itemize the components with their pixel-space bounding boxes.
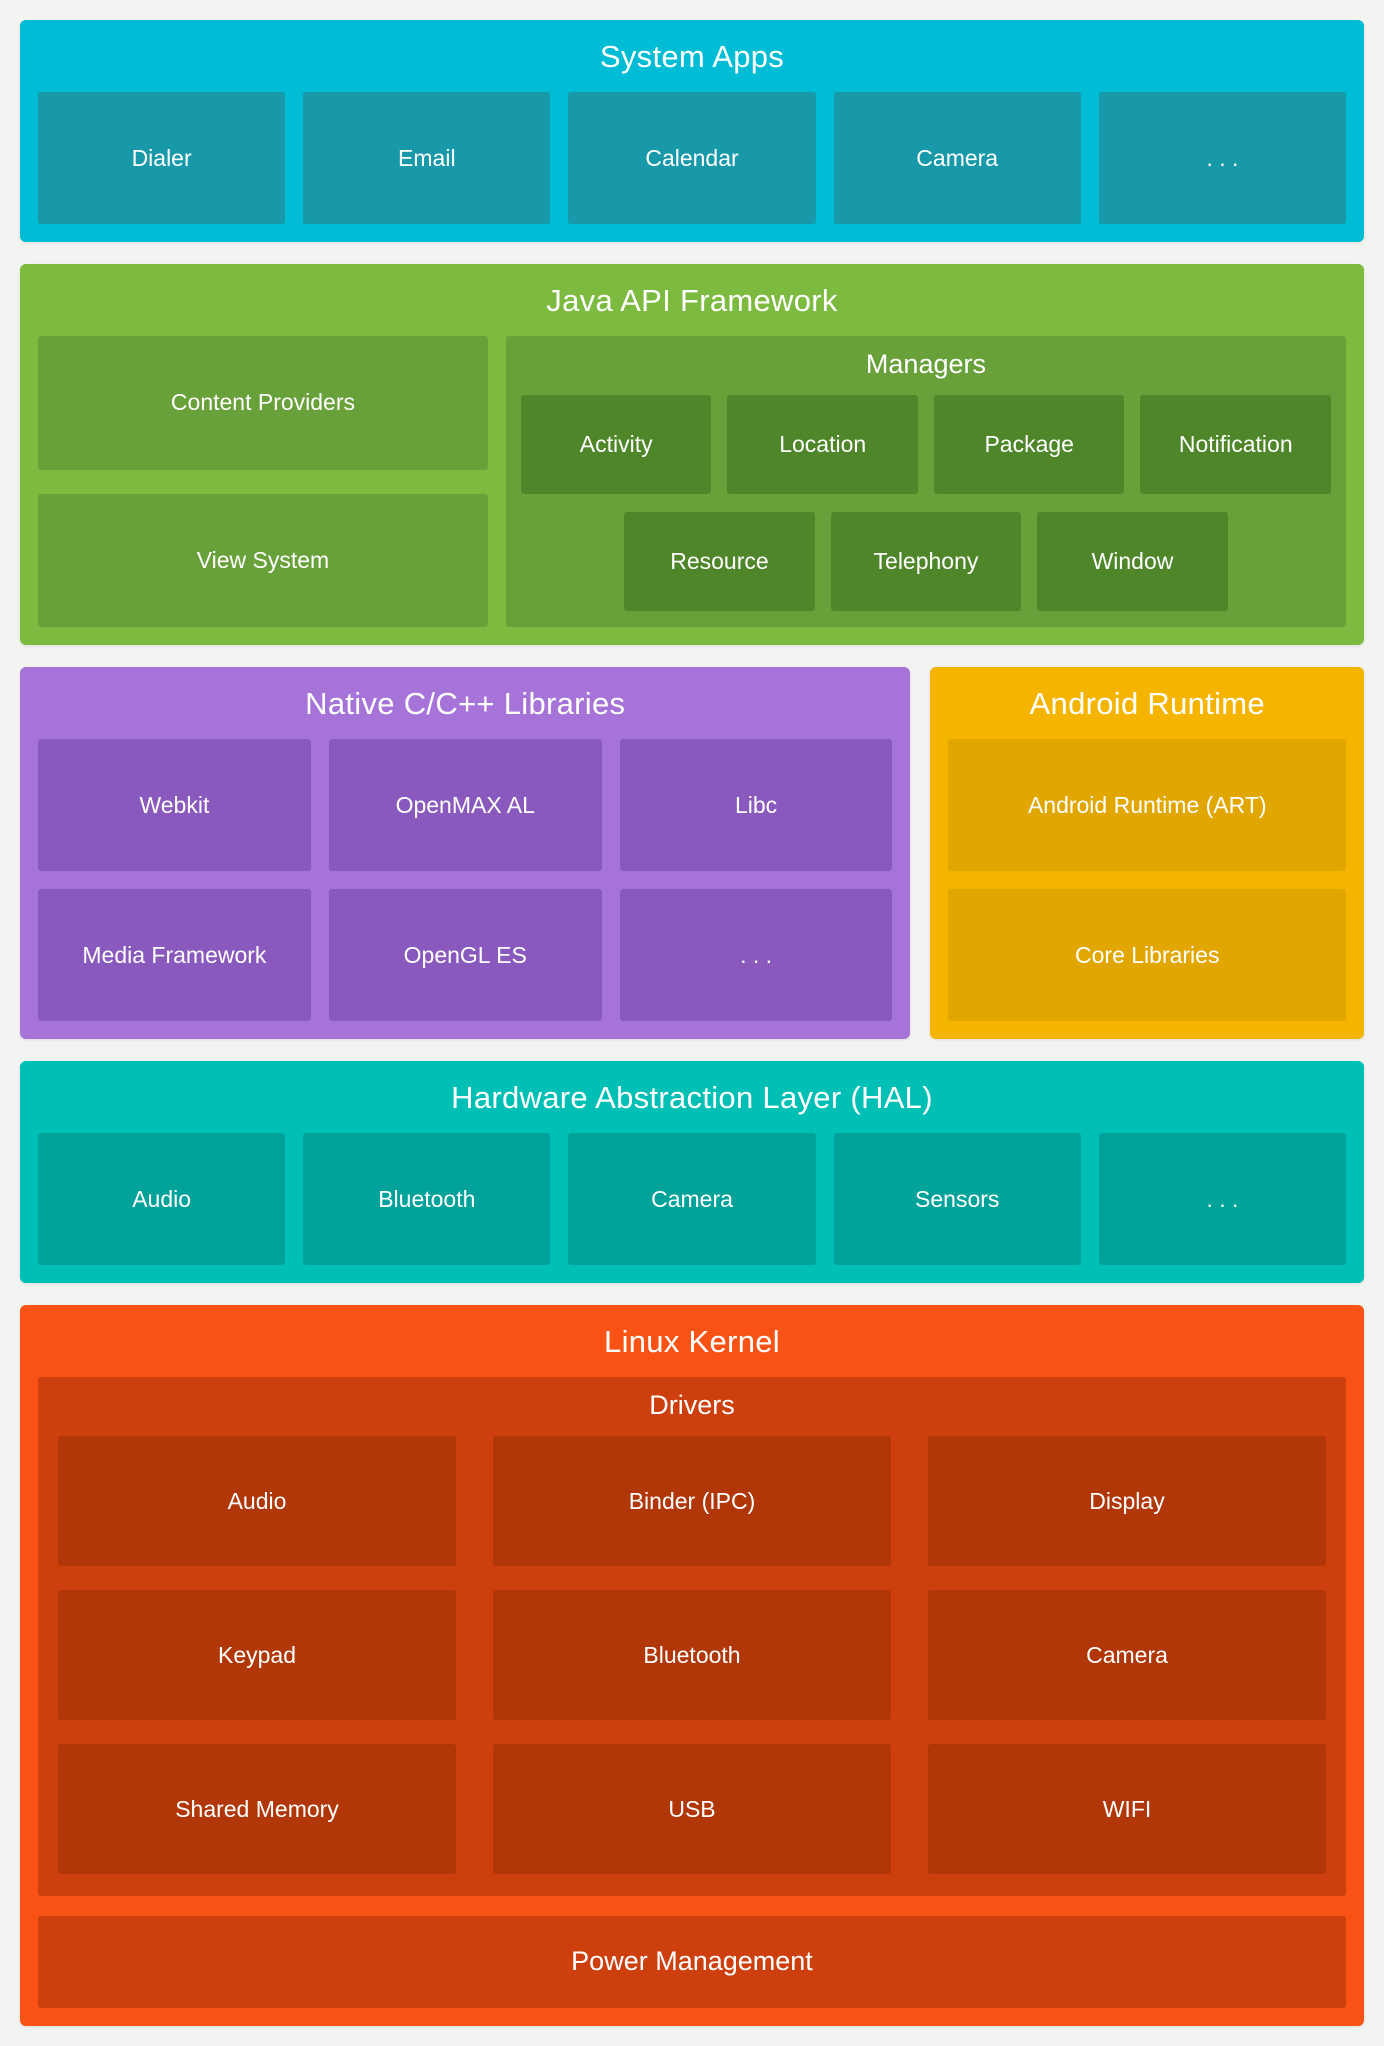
- view-system-box: View System: [38, 493, 488, 627]
- drivers-title: Drivers: [649, 1390, 735, 1420]
- native-box-webkit: Webkit: [38, 739, 311, 871]
- hal-box-ellipsis: . . .: [1098, 1133, 1347, 1265]
- power-management-box: Power Management: [38, 1916, 1346, 2008]
- drivers-rows: Audio Binder (IPC) Display Keypad Blueto…: [58, 1436, 1326, 1874]
- native-libraries-band: Native C/C++ Libraries Webkit OpenMAX AL…: [20, 667, 911, 1039]
- native-libraries-row-2: Media Framework OpenGL ES . . .: [38, 889, 893, 1021]
- native-box-opengl-es: OpenGL ES: [328, 889, 602, 1021]
- android-runtime-title: Android Runtime: [1029, 686, 1265, 721]
- manager-box-resource: Resource: [624, 512, 815, 611]
- managers-row-1: Activity Location Package Notification: [520, 395, 1331, 494]
- system-apps-title: System Apps: [599, 39, 785, 74]
- hal-band: Hardware Abstraction Layer (HAL) Audio B…: [20, 1061, 1364, 1283]
- native-box-media-framework: Media Framework: [38, 889, 311, 1021]
- java-api-framework-title: Java API Framework: [546, 283, 838, 318]
- system-apps-band: System Apps Dialer Email Calendar Camera…: [20, 20, 1364, 242]
- system-app-box-camera: Camera: [833, 92, 1081, 224]
- hal-row: Audio Bluetooth Camera Sensors . . .: [38, 1133, 1347, 1265]
- runtime-box-art: Android Runtime (ART): [948, 739, 1347, 871]
- driver-box-keypad: Keypad: [58, 1590, 456, 1720]
- driver-box-shared-memory: Shared Memory: [58, 1744, 456, 1874]
- java-api-left-column: Content Providers View System: [38, 336, 488, 627]
- drivers-row-1: Audio Binder (IPC) Display: [58, 1436, 1326, 1566]
- driver-box-wifi: WIFI: [928, 1744, 1326, 1874]
- manager-box-activity: Activity: [520, 395, 712, 494]
- manager-box-package: Package: [933, 395, 1125, 494]
- native-box-openmax-al: OpenMAX AL: [328, 739, 602, 871]
- driver-box-usb: USB: [493, 1744, 891, 1874]
- native-libraries-title: Native C/C++ Libraries: [305, 686, 626, 721]
- system-app-box-ellipsis: . . .: [1098, 92, 1347, 224]
- drivers-container: Drivers Audio Binder (IPC) Display Keypa…: [38, 1377, 1346, 1896]
- linux-kernel-band: Linux Kernel Drivers Audio Binder (IPC) …: [20, 1305, 1364, 2026]
- manager-box-telephony: Telephony: [830, 512, 1022, 611]
- managers-title: Managers: [865, 349, 986, 379]
- system-app-box-dialer: Dialer: [38, 92, 286, 224]
- system-apps-row: Dialer Email Calendar Camera . . .: [38, 92, 1347, 224]
- system-app-box-email: Email: [303, 92, 551, 224]
- manager-box-location: Location: [727, 395, 918, 494]
- hal-box-camera: Camera: [568, 1133, 816, 1265]
- hal-box-audio: Audio: [38, 1133, 286, 1265]
- native-libraries-row-1: Webkit OpenMAX AL Libc: [38, 739, 893, 871]
- system-app-box-calendar: Calendar: [568, 92, 816, 224]
- hal-box-sensors: Sensors: [833, 1133, 1081, 1265]
- driver-box-bluetooth: Bluetooth: [493, 1590, 891, 1720]
- native-libraries-body: Webkit OpenMAX AL Libc Media Framework O…: [38, 739, 893, 1021]
- android-runtime-band: Android Runtime Android Runtime (ART) Co…: [930, 667, 1365, 1039]
- linux-kernel-title: Linux Kernel: [604, 1324, 780, 1359]
- drivers-row-2: Keypad Bluetooth Camera: [58, 1590, 1326, 1720]
- native-and-runtime-row: Native C/C++ Libraries Webkit OpenMAX AL…: [20, 667, 1365, 1039]
- driver-box-camera: Camera: [928, 1590, 1326, 1720]
- android-runtime-body: Android Runtime (ART) Core Libraries: [948, 739, 1347, 1021]
- content-providers-box: Content Providers: [38, 336, 488, 470]
- java-api-content: Content Providers View System Managers A…: [38, 336, 1346, 627]
- driver-box-audio: Audio: [58, 1436, 456, 1566]
- hal-title: Hardware Abstraction Layer (HAL): [451, 1080, 933, 1115]
- managers-row-2: Resource Telephony Window: [521, 512, 1331, 611]
- managers-container: Managers Activity Location Package Notif…: [505, 336, 1346, 627]
- manager-box-notification: Notification: [1140, 395, 1331, 494]
- hal-box-bluetooth: Bluetooth: [303, 1133, 551, 1265]
- driver-box-binder-ipc: Binder (IPC): [493, 1436, 891, 1566]
- manager-box-window: Window: [1037, 512, 1228, 611]
- runtime-box-core-libraries: Core Libraries: [948, 889, 1347, 1021]
- driver-box-display: Display: [928, 1436, 1326, 1566]
- native-box-ellipsis: . . .: [619, 889, 893, 1021]
- drivers-row-3: Shared Memory USB WIFI: [58, 1744, 1326, 1874]
- java-api-framework-band: Java API Framework Content Providers Vie…: [20, 264, 1364, 645]
- native-box-libc: Libc: [619, 739, 893, 871]
